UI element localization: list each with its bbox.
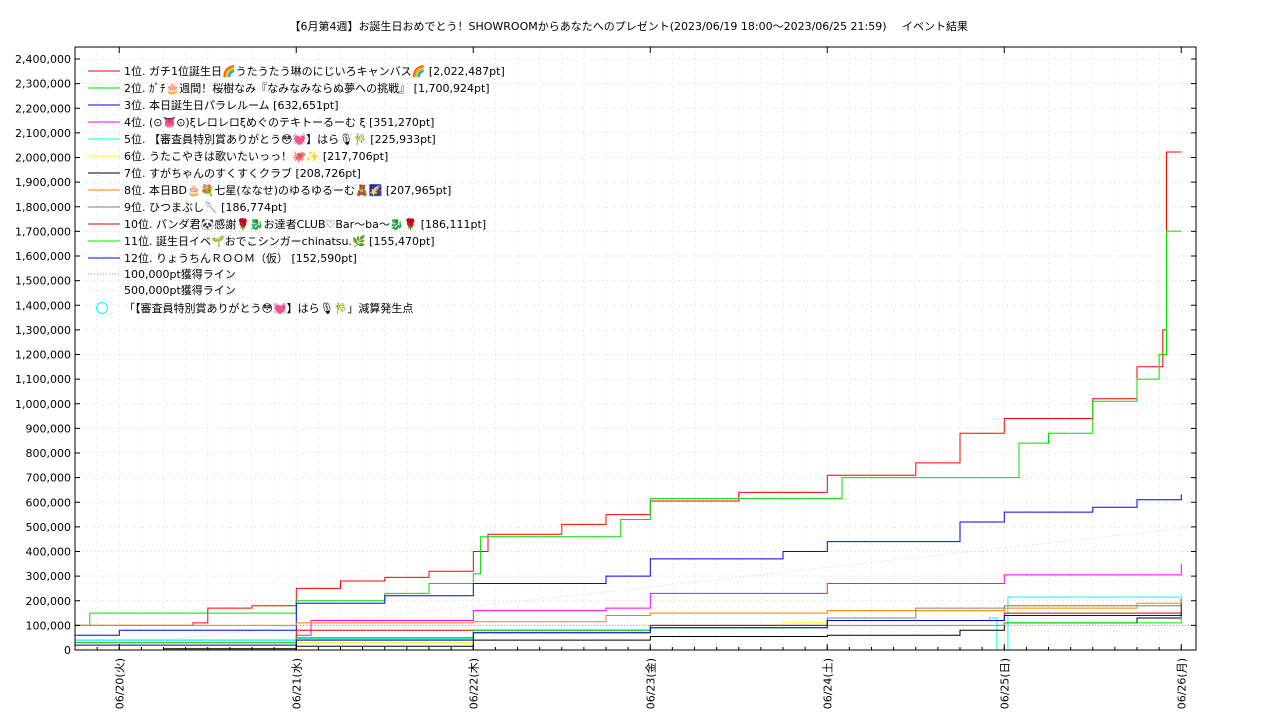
y-tick-label: 2,000,000 xyxy=(15,152,71,165)
legend-entry: 100,000pt獲得ライン xyxy=(124,268,236,281)
x-tick-label: 06/22(木) xyxy=(467,658,480,709)
legend-entry: 6位. うたこやきは歌いたいっっ！🐙✨ [217,706pt] xyxy=(124,149,388,163)
y-tick-label: 1,200,000 xyxy=(15,349,71,362)
legend-entry: 10位. パンダ君🐼感謝🌹🐉お達者CLUB♡Bar～ba～🐉🌹 [186,111… xyxy=(124,217,486,231)
y-tick-label: 2,300,000 xyxy=(15,78,71,91)
y-tick-label: 700,000 xyxy=(26,472,72,485)
y-tick-label: 1,900,000 xyxy=(15,176,71,189)
x-tick-label: 06/24(土) xyxy=(821,658,834,709)
y-tick-label: 1,100,000 xyxy=(15,373,71,386)
series-line-4 xyxy=(75,563,1182,641)
series-line-7 xyxy=(163,598,1182,650)
y-tick-label: 1,800,000 xyxy=(15,201,71,214)
legend: 1位. ガチ1位誕生日🌈うたうたう琳のにじいろキャンバス🌈 [2,022,487… xyxy=(88,64,505,315)
series-line-12 xyxy=(75,612,1182,646)
y-tick-label: 1,500,000 xyxy=(15,275,71,288)
x-axis: 06/20(火) 06/21(水) 06/22(木) 06/23(金) 06/24(土)… xyxy=(96,47,1188,709)
y-tick-label: 2,100,000 xyxy=(15,127,71,140)
series-line-10 xyxy=(252,604,1182,651)
y-tick-label: 200,000 xyxy=(26,595,72,608)
legend-entry: 1位. ガチ1位誕生日🌈うたうたう琳のにじいろキャンバス🌈 [2,022,487… xyxy=(124,64,505,78)
y-axis: 0 100,000 200,000 300,000 400,000 500,000 600,… xyxy=(15,53,1196,657)
ref-line-500k xyxy=(74,526,1197,651)
series-group xyxy=(75,151,1182,651)
y-tick-label: 500,000 xyxy=(26,521,72,534)
x-tick-label: 06/20(火) xyxy=(113,658,126,709)
y-tick-label: 1,600,000 xyxy=(15,250,71,263)
y-tick-label: 1,700,000 xyxy=(15,225,71,238)
legend-entry: 「【審査員特別賞ありがとう😳💓】はら🎙🎋」減算発生点 xyxy=(124,301,413,315)
y-tick-label: 0 xyxy=(64,644,71,657)
series-line-3 xyxy=(75,494,1182,636)
legend-entry: 5位. 【審査員特別賞ありがとう😳💓】はら🎙🎋 [225,933pt] xyxy=(124,132,436,146)
y-tick-label: 600,000 xyxy=(26,496,72,509)
series-line-8 xyxy=(75,598,1182,626)
x-tick-label: 06/26(月) xyxy=(1175,658,1188,709)
y-tick-label: 1,000,000 xyxy=(15,398,71,411)
x-tick-label: 06/25(日) xyxy=(998,658,1011,709)
y-tick-label: 1,300,000 xyxy=(15,324,71,337)
y-tick-label: 300,000 xyxy=(26,570,72,583)
chart-title: 【6月第4週】お誕生日おめでとう！SHOWROOMからあなたへのプレゼント(20… xyxy=(289,19,886,33)
legend-entry: 8位. 本日BD🎂💐七星(ななせ)のゆるゆるーむ🧸🌠 [207,965pt] xyxy=(124,183,451,197)
y-tick-label: 900,000 xyxy=(26,422,72,435)
chart-subtitle: イベント結果 xyxy=(902,19,968,33)
grid xyxy=(75,47,1196,650)
series-line-5 xyxy=(75,594,1182,651)
legend-entry: 7位. すがちゃんのすくすくクラブ [208,726pt] xyxy=(124,166,361,180)
legend-entry: 4位. (⊙👅⊙)ξレロレロξめぐのテキトーるーむ ξ [351,270pt] xyxy=(124,115,434,129)
legend-entry: 500,000pt獲得ライン xyxy=(124,284,236,297)
legend-entry: 12位. りょうちんＲＯＯＭ（仮） [152,590pt] xyxy=(124,251,357,265)
reference-lines xyxy=(74,526,1197,651)
x-tick-label: 06/23(金) xyxy=(643,658,657,709)
y-tick-label: 1,400,000 xyxy=(15,299,71,312)
legend-marker xyxy=(96,302,108,314)
y-tick-label: 400,000 xyxy=(26,546,72,559)
legend-entry: 3位. 本日誕生日パラレルーム [632,651pt] xyxy=(124,98,339,112)
y-tick-label: 2,400,000 xyxy=(15,53,71,66)
legend-entry: 2位. ｶﾞﾁ🎂週間！桜樹なみ『なみなみならぬ夢への挑戦』 [1,700,924… xyxy=(124,81,490,95)
legend-entry: 11位. 誕生日イベ🌱おでこシンガーchinatsu.🌿 [155,470pt] xyxy=(124,234,435,248)
plot-frame xyxy=(74,46,1197,651)
y-tick-label: 800,000 xyxy=(26,447,72,460)
y-tick-label: 100,000 xyxy=(26,619,72,632)
y-tick-label: 2,200,000 xyxy=(15,102,71,115)
legend-entry: 9位. ひつまぶし🥄 [186,774pt] xyxy=(124,200,287,214)
x-tick-label: 06/21(水) xyxy=(290,658,303,709)
